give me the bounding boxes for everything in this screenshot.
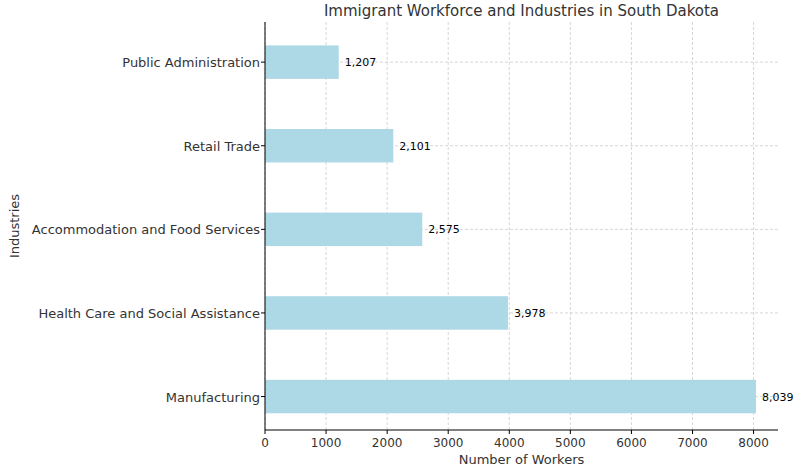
x-tick-label: 5000 — [555, 436, 586, 450]
x-tick-label: 0 — [261, 436, 269, 450]
bar — [265, 213, 422, 246]
x-axis-label: Number of Workers — [459, 452, 585, 467]
bar — [265, 296, 508, 329]
bar — [265, 129, 393, 162]
x-tick — [265, 430, 266, 434]
y-tick — [261, 312, 265, 313]
grid-line — [570, 22, 571, 430]
data-label: 1,207 — [345, 56, 377, 69]
y-tick-label: Manufacturing — [166, 390, 260, 405]
x-tick-label: 2000 — [372, 436, 403, 450]
bar — [265, 45, 339, 78]
y-tick — [261, 396, 265, 397]
y-axis-label: Industries — [7, 194, 22, 258]
data-label: 2,101 — [399, 140, 431, 153]
bar — [265, 380, 756, 413]
grid-line — [265, 62, 778, 63]
y-tick — [261, 229, 265, 230]
x-axis — [265, 430, 778, 431]
x-tick — [692, 430, 693, 434]
x-tick — [387, 430, 388, 434]
x-tick — [753, 430, 754, 434]
y-tick — [261, 62, 265, 63]
title: Immigrant Workforce and Industries in So… — [324, 2, 719, 20]
y-tick — [261, 145, 265, 146]
x-tick — [631, 430, 632, 434]
x-tick-label: 8000 — [738, 436, 769, 450]
x-tick — [326, 430, 327, 434]
data-label: 2,575 — [428, 223, 460, 236]
grid-line — [509, 22, 510, 430]
x-tick-label: 4000 — [494, 436, 525, 450]
grid-line — [631, 22, 632, 430]
x-tick — [509, 430, 510, 434]
y-tick-label: Health Care and Social Assistance — [38, 306, 260, 321]
y-tick-label: Retail Trade — [184, 139, 260, 154]
x-tick-label: 1000 — [311, 436, 342, 450]
x-tick — [570, 430, 571, 434]
y-tick-label: Accommodation and Food Services — [32, 222, 260, 237]
chart: 8,039 3,978 2,575 2,101 1,207 0 1000 2000 3000 40… — [0, 0, 800, 475]
y-tick-label: Public Administration — [122, 55, 260, 70]
grid-line — [753, 22, 754, 430]
y-axis — [265, 22, 266, 430]
grid-line — [265, 22, 266, 430]
x-tick-label: 6000 — [616, 436, 647, 450]
data-label: 8,039 — [762, 391, 794, 404]
grid-line — [692, 22, 693, 430]
x-tick-label: 7000 — [677, 436, 708, 450]
bars — [265, 45, 756, 413]
x-tick-label: 3000 — [433, 436, 464, 450]
x-tick — [448, 430, 449, 434]
grid — [265, 22, 778, 430]
data-label: 3,978 — [514, 307, 546, 320]
